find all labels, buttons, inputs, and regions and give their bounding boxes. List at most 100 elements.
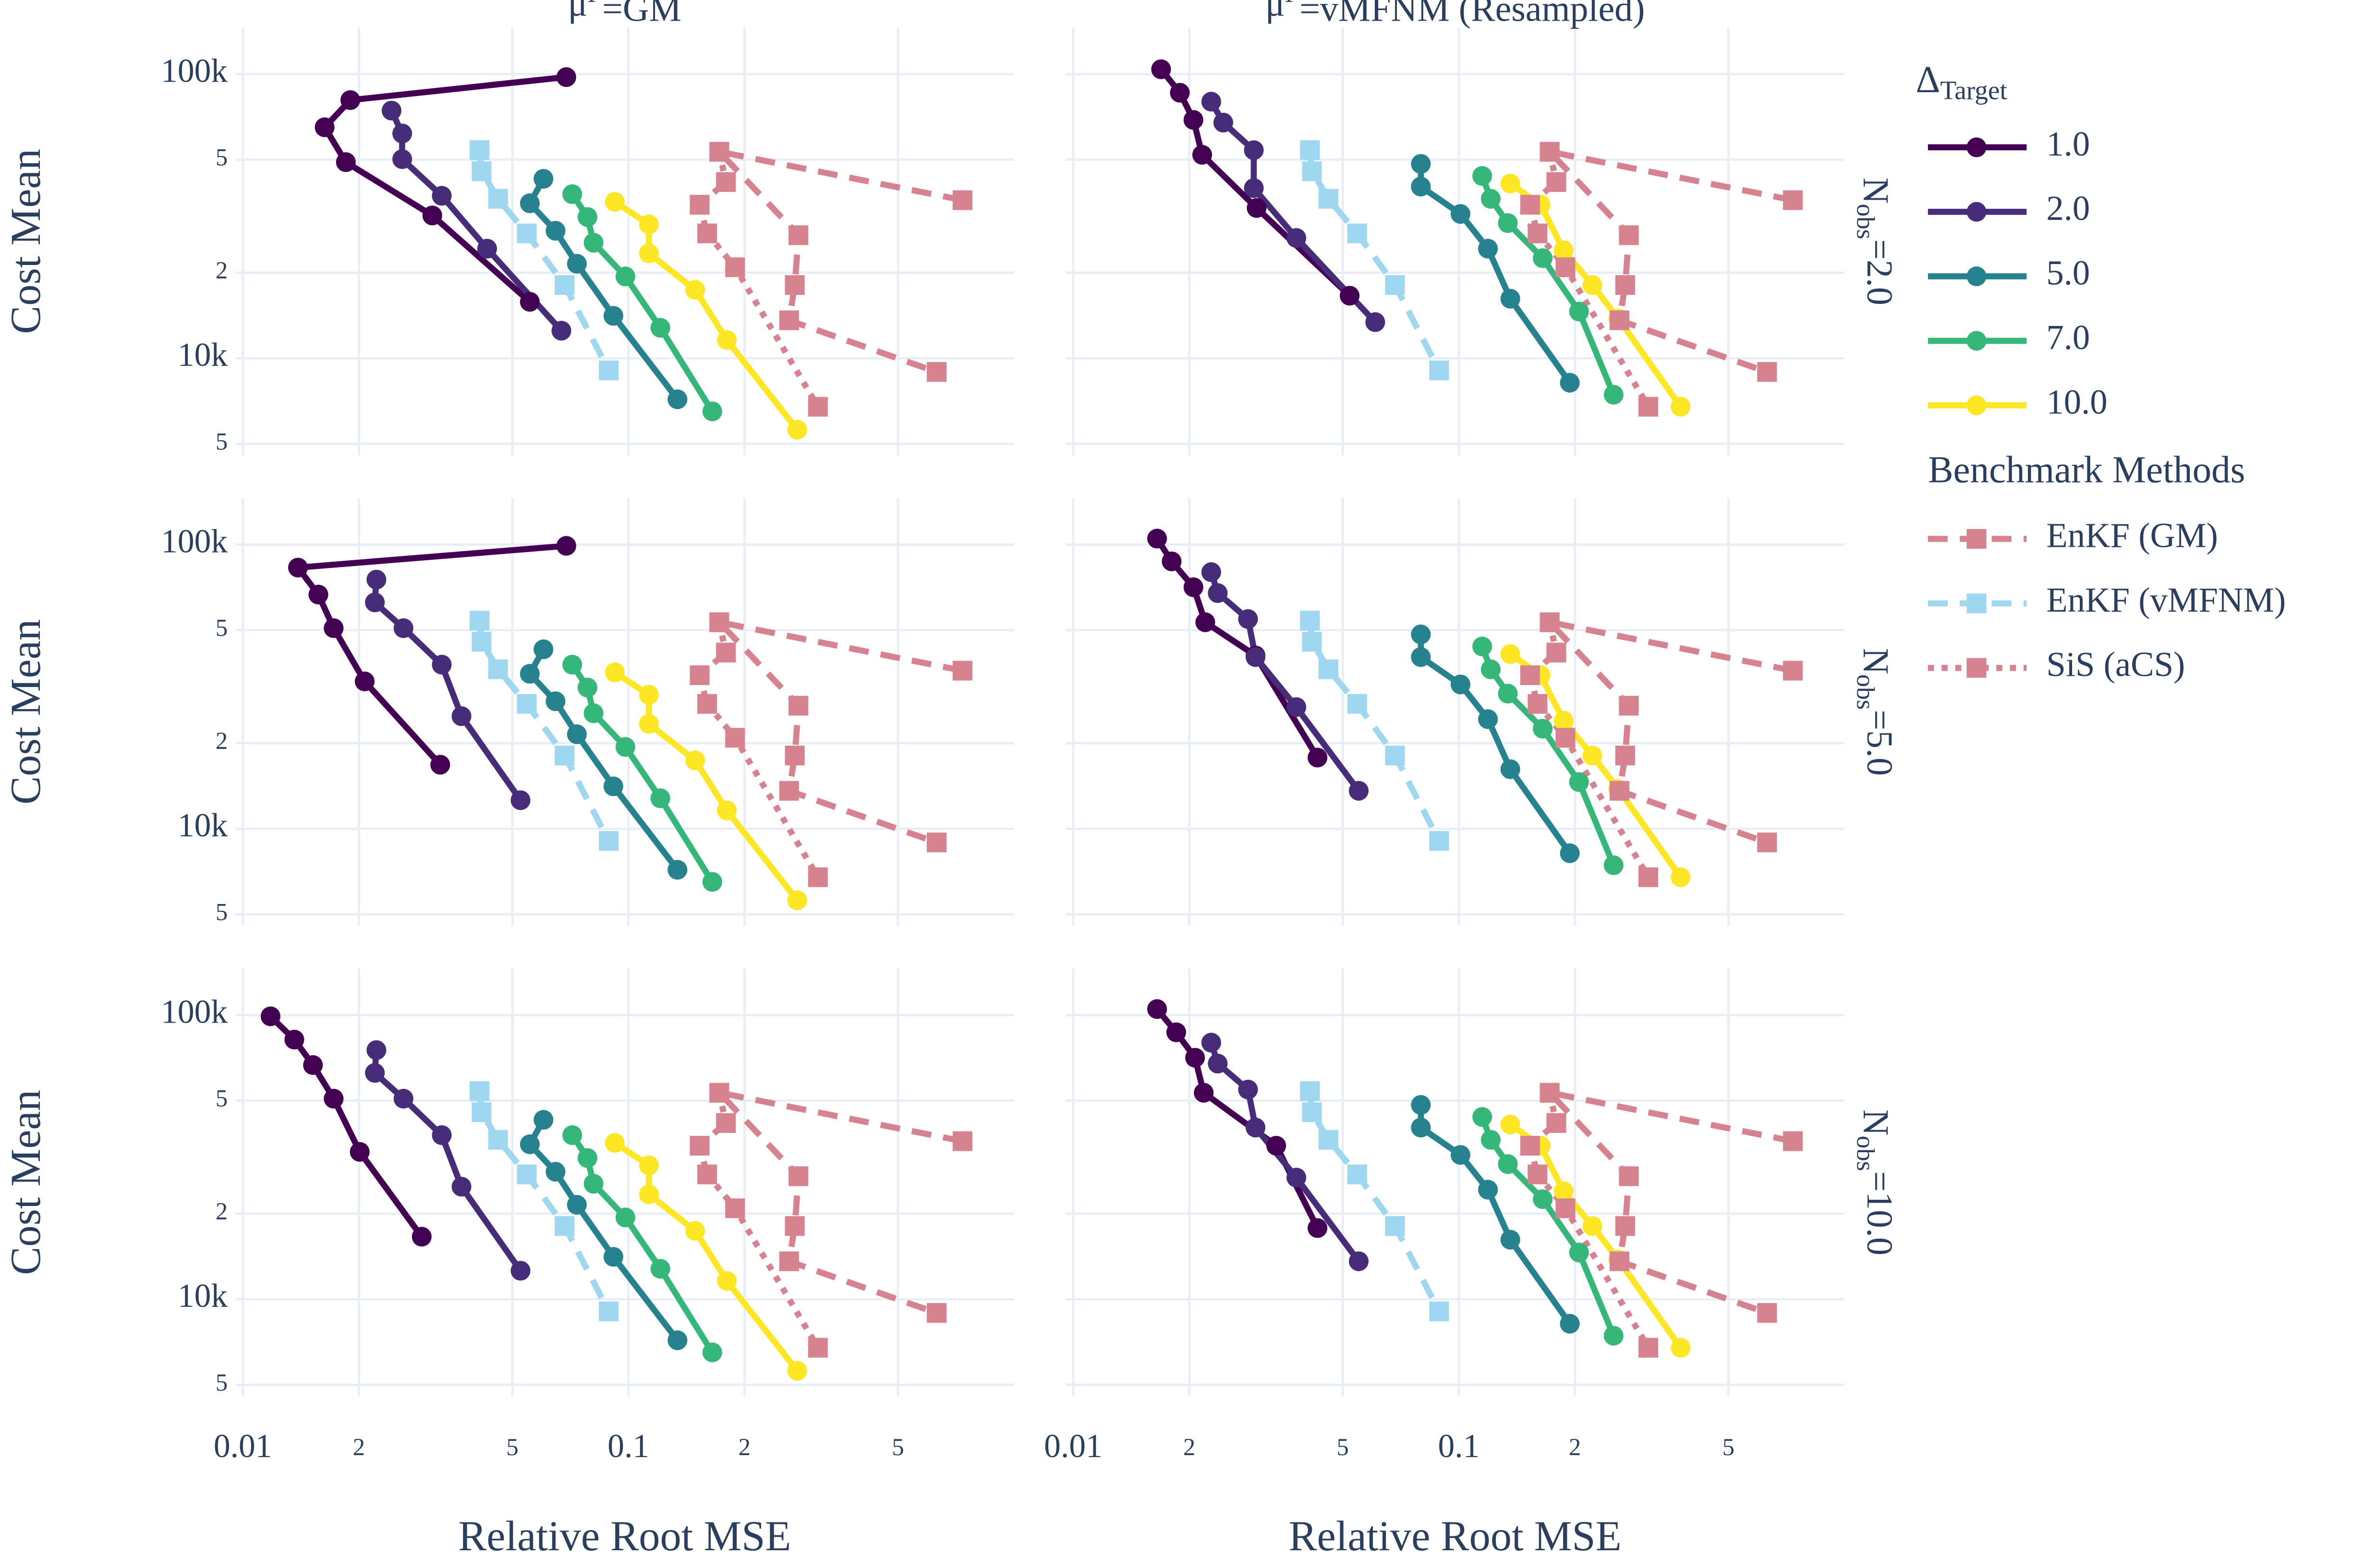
marker [1429, 361, 1449, 381]
marker [1244, 178, 1264, 198]
y-tick-label: 100k [161, 523, 228, 560]
series-line [1527, 1092, 1651, 1350]
marker [725, 728, 745, 748]
marker [1569, 302, 1589, 322]
marker [1300, 140, 1320, 160]
marker [1472, 1107, 1492, 1127]
marker [1520, 665, 1540, 685]
marker [1411, 624, 1431, 644]
marker [717, 1271, 737, 1291]
marker [432, 1125, 452, 1145]
marker [393, 618, 413, 638]
marker [1478, 709, 1498, 729]
marker [639, 1155, 659, 1175]
marker [1528, 223, 1548, 243]
marker [517, 223, 537, 243]
marker [1429, 831, 1449, 851]
marker [1194, 1083, 1214, 1103]
marker [1498, 1154, 1518, 1174]
marker [709, 1083, 729, 1103]
marker [788, 1166, 809, 1186]
marker [365, 592, 385, 613]
marker [422, 205, 442, 226]
marker [288, 557, 308, 578]
y-tick-label: 5 [216, 144, 228, 170]
y-tick-label: 5 [216, 614, 228, 641]
marker [1560, 373, 1580, 393]
marker [1555, 257, 1576, 277]
marker [1569, 1242, 1589, 1263]
marker [1238, 609, 1258, 629]
marker [1411, 177, 1431, 197]
marker [472, 632, 492, 652]
panel-title: μΓ=vMFNM (Resampled) [1265, 0, 1645, 29]
marker [1582, 746, 1602, 766]
marker [1151, 59, 1171, 79]
marker [577, 207, 597, 227]
marker [1540, 1083, 1560, 1103]
marker [517, 1164, 537, 1184]
marker [567, 724, 587, 744]
marker [1480, 189, 1501, 209]
row-label: Nobs=10.0 [1851, 1110, 1899, 1255]
marker [685, 750, 705, 771]
series-line [716, 619, 963, 845]
marker [1569, 772, 1589, 792]
marker [577, 677, 597, 698]
marker [788, 696, 809, 716]
marker [366, 1040, 387, 1060]
marker [546, 221, 566, 241]
legend-label: EnKF (GM) [2046, 516, 2218, 555]
marker [1429, 1302, 1449, 1322]
row-label: Nobs=5.0 [1851, 648, 1899, 776]
marker [1480, 1130, 1501, 1150]
marker [1266, 1135, 1286, 1156]
marker [324, 618, 344, 638]
marker [510, 1261, 531, 1281]
legend-marker [1966, 266, 1987, 287]
marker [1308, 1218, 1328, 1238]
marker [785, 1216, 805, 1236]
marker [303, 1055, 323, 1075]
marker [1609, 1251, 1630, 1271]
marker [1638, 867, 1659, 887]
series-line [1527, 621, 1651, 879]
marker [639, 214, 659, 234]
y-tick-label: 5 [216, 898, 228, 925]
legend-marker [1966, 529, 1987, 549]
marker [1480, 659, 1501, 679]
marker [1498, 684, 1518, 704]
marker [615, 737, 635, 757]
marker [365, 1063, 385, 1083]
marker [534, 639, 554, 660]
marker [477, 239, 497, 259]
marker [1208, 1053, 1228, 1073]
marker [1213, 112, 1233, 133]
marker [1783, 661, 1803, 681]
marker [1540, 142, 1560, 162]
marker [808, 867, 828, 887]
y-tick-label: 2 [216, 727, 228, 754]
marker [381, 100, 401, 121]
marker [615, 1207, 635, 1228]
marker [488, 659, 508, 679]
marker [308, 584, 328, 604]
marker [717, 800, 737, 820]
marker [952, 190, 972, 210]
marker [603, 306, 623, 326]
marker [1308, 748, 1328, 768]
marker [470, 140, 490, 160]
series-line [1154, 537, 1321, 760]
marker [1318, 659, 1338, 679]
marker [1192, 145, 1213, 165]
marker [470, 611, 490, 631]
x-tick-label: 5 [1337, 1434, 1349, 1460]
marker [432, 654, 452, 675]
marker [350, 1142, 370, 1162]
legend-group-title: Benchmark Methods [1928, 449, 2245, 491]
marker [1757, 832, 1777, 853]
marker [787, 420, 807, 440]
y-tick-label: 100k [161, 52, 228, 89]
marker [1638, 397, 1659, 417]
marker [1638, 1338, 1659, 1358]
